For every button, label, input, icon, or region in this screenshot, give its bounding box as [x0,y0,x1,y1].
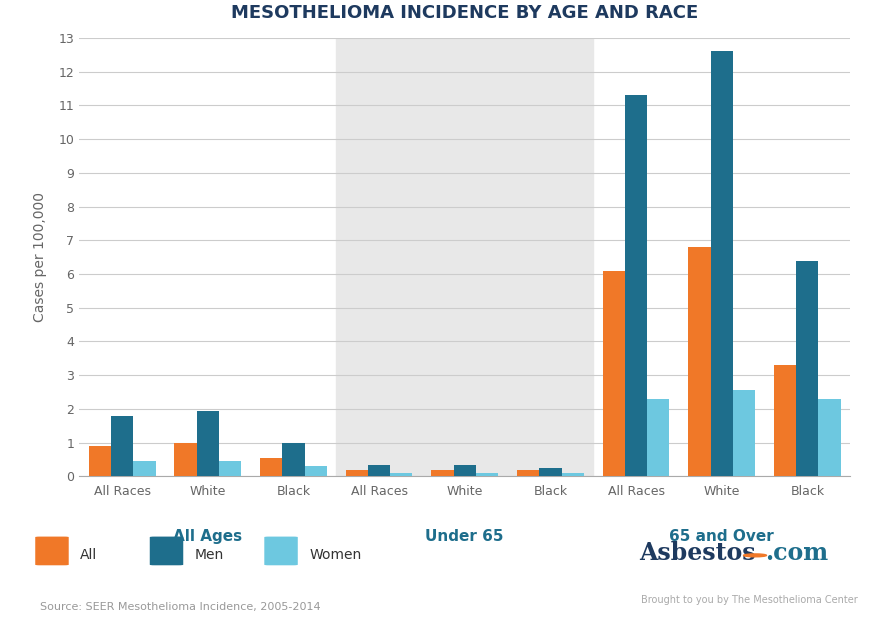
FancyBboxPatch shape [35,536,69,565]
Text: .com: .com [765,541,828,565]
Y-axis label: Cases per 100,000: Cases per 100,000 [33,192,48,322]
Bar [648,399,670,476]
Bar [390,473,412,476]
Bar [218,461,241,476]
Bar [260,458,282,476]
Circle shape [744,554,766,557]
Bar [454,464,476,476]
Text: All: All [80,548,98,562]
Bar [282,443,305,476]
Bar [111,416,133,476]
Text: Men: Men [195,548,224,562]
Bar [345,469,368,476]
Bar [476,473,498,476]
Bar [517,469,539,476]
Text: Asbestos: Asbestos [639,541,755,565]
Bar [561,473,584,476]
FancyBboxPatch shape [264,536,298,565]
Bar [774,365,796,476]
Bar [688,247,711,476]
Bar [133,461,156,476]
Bar [432,469,454,476]
Text: 65 and Over: 65 and Over [670,529,774,544]
Bar [368,464,390,476]
Bar [796,261,818,476]
Bar [539,468,561,476]
Bar [818,399,840,476]
Title: MESOTHELIOMA INCIDENCE BY AGE AND RACE: MESOTHELIOMA INCIDENCE BY AGE AND RACE [231,4,699,23]
Text: Source: SEER Mesothelioma Incidence, 2005-2014: Source: SEER Mesothelioma Incidence, 200… [40,602,321,611]
Text: Brought to you by The Mesothelioma Center: Brought to you by The Mesothelioma Cente… [641,595,858,605]
Bar [711,51,733,476]
Bar [89,446,111,476]
Bar [305,466,327,476]
Bar [174,443,196,476]
Text: Under 65: Under 65 [426,529,504,544]
Text: Women: Women [309,548,361,562]
Text: All Ages: All Ages [174,529,242,544]
Bar [603,271,625,476]
Bar [625,95,648,476]
Bar [337,38,593,476]
Bar [733,391,755,476]
FancyBboxPatch shape [150,536,183,565]
Bar [196,411,218,476]
